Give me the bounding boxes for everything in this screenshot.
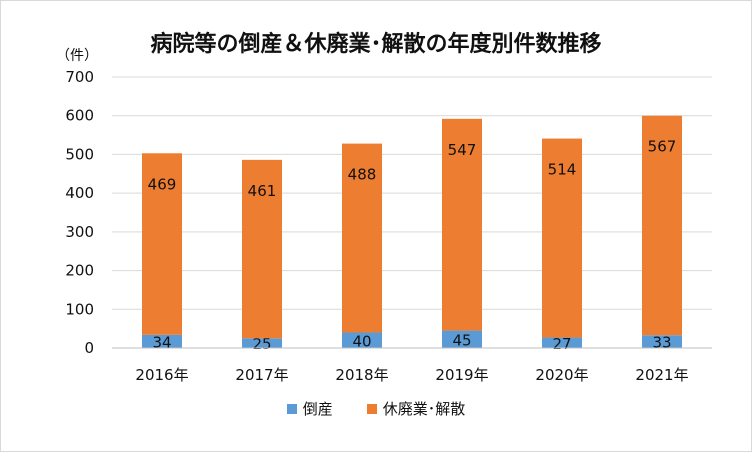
data-label-bankruptcy: 40 [352, 332, 371, 350]
bar-closure [142, 153, 182, 335]
chart-title: 病院等の倒産＆休廃業･解散の年度別件数推移 [150, 32, 602, 57]
data-label-closure: 488 [348, 166, 377, 184]
bar-bankruptcy [642, 335, 682, 348]
x-tick-label: 2021年 [635, 366, 688, 384]
bar-bankruptcy [242, 338, 282, 348]
data-label-bankruptcy: 25 [252, 335, 271, 353]
bar-bankruptcy [342, 332, 382, 348]
legend-item-bankruptcy: 倒産 [286, 398, 333, 419]
legend-label-bankruptcy: 倒産 [302, 400, 333, 418]
y-tick-label: 100 [65, 300, 94, 318]
bar-closure [242, 159, 282, 339]
data-label-bankruptcy: 45 [452, 331, 471, 349]
x-tick-label: 2020年 [535, 366, 588, 384]
data-label-closure: 567 [648, 138, 677, 156]
data-label-closure: 547 [448, 141, 477, 159]
bar-closure [642, 115, 682, 336]
x-tick-label: 2016年 [135, 366, 188, 384]
x-tick-label: 2018年 [335, 366, 388, 384]
y-tick-label: 0 [84, 339, 94, 357]
legend-swatch-closure [366, 403, 377, 414]
x-tick-label: 2019年 [435, 366, 488, 384]
bar-closure [442, 118, 482, 331]
bar-bankruptcy [442, 330, 482, 348]
bar-bankruptcy [142, 334, 182, 348]
legend-swatch-bankruptcy [286, 403, 297, 414]
y-tick-label: 300 [65, 223, 94, 241]
legend-item-closure: 休廃業･解散 [366, 398, 466, 419]
bar-closure [342, 143, 382, 333]
legend-label-closure: 休廃業･解散 [382, 400, 466, 418]
x-tick-label: 2017年 [235, 366, 288, 384]
y-tick-label: 200 [65, 262, 94, 280]
y-axis-unit-label: （件） [56, 48, 98, 64]
bar-closure [542, 138, 582, 338]
bar-bankruptcy [542, 337, 582, 348]
data-label-closure: 514 [548, 161, 577, 179]
y-tick-label: 400 [65, 184, 94, 202]
chart-legend: 倒産 休廃業･解散 [0, 398, 752, 419]
y-tick-label: 700 [65, 68, 94, 86]
y-tick-label: 600 [65, 107, 94, 125]
data-label-closure: 461 [248, 182, 277, 200]
y-tick-label: 500 [65, 145, 94, 163]
data-label-closure: 469 [148, 175, 177, 193]
data-label-bankruptcy: 34 [152, 333, 171, 351]
data-label-bankruptcy: 33 [652, 334, 671, 352]
